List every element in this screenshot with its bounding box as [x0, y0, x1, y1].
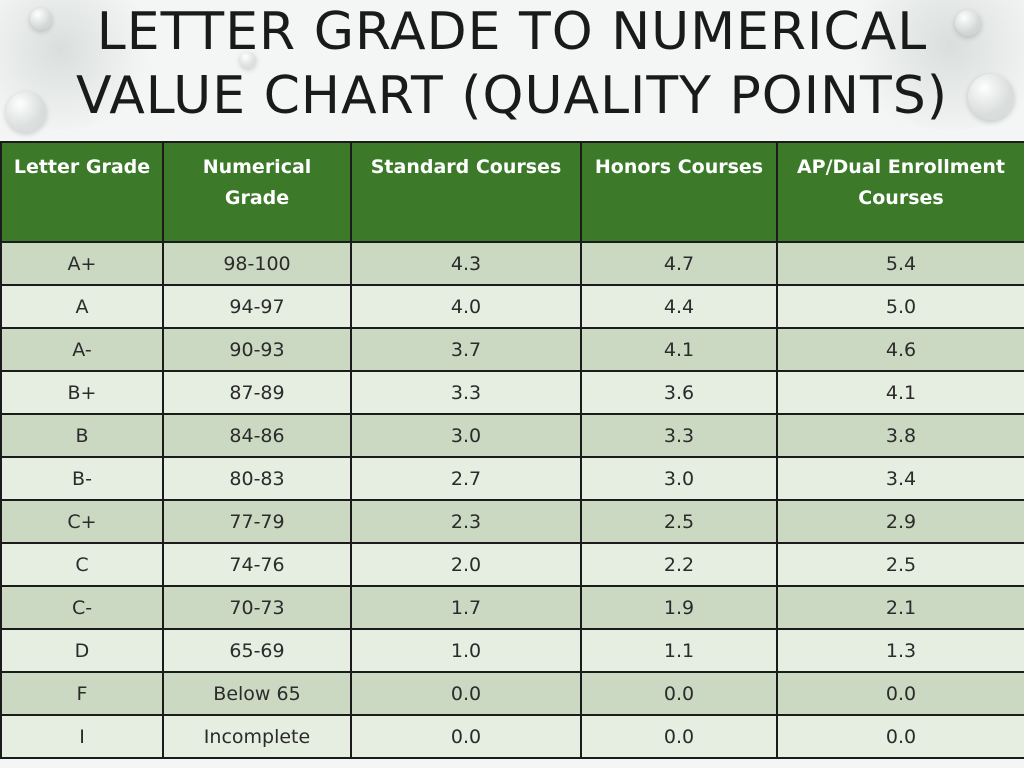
honors-courses-cell: 0.0	[580, 671, 778, 716]
header-letter-grade: Letter Grade	[0, 141, 164, 243]
ap-dual-enrollment-cell: 2.1	[776, 585, 1024, 630]
table-row: A- 90-93 3.7 4.1 4.6	[0, 327, 1024, 372]
numerical-grade-cell: Below 65	[162, 671, 352, 716]
honors-courses-cell: 2.5	[580, 499, 778, 544]
ap-dual-enrollment-cell: 0.0	[776, 714, 1024, 759]
standard-courses-cell: 3.0	[350, 413, 582, 458]
letter-grade-cell: A+	[0, 241, 164, 286]
table-row: F Below 65 0.0 0.0 0.0	[0, 671, 1024, 716]
water-droplet	[968, 74, 1014, 120]
standard-courses-cell: 2.7	[350, 456, 582, 501]
letter-grade-cell: C+	[0, 499, 164, 544]
honors-courses-cell: 0.0	[580, 714, 778, 759]
honors-courses-cell: 3.3	[580, 413, 778, 458]
title-line-2: VALUE CHART (QUALITY POINTS)	[75, 66, 949, 126]
table-row: C+ 77-79 2.3 2.5 2.9	[0, 499, 1024, 544]
ap-dual-enrollment-cell: 4.6	[776, 327, 1024, 372]
standard-courses-cell: 3.3	[350, 370, 582, 415]
slide-title: LETTER GRADE TO NUMERICAL VALUE CHART (Q…	[0, 0, 1024, 140]
letter-grade-cell: C-	[0, 585, 164, 630]
letter-grade-cell: D	[0, 628, 164, 673]
letter-grade-cell: I	[0, 714, 164, 759]
water-droplet	[240, 52, 256, 68]
numerical-grade-cell: 80-83	[162, 456, 352, 501]
honors-courses-cell: 4.4	[580, 284, 778, 329]
ap-dual-enrollment-cell: 5.4	[776, 241, 1024, 286]
ap-dual-enrollment-cell: 4.1	[776, 370, 1024, 415]
numerical-grade-cell: 87-89	[162, 370, 352, 415]
standard-courses-cell: 4.3	[350, 241, 582, 286]
honors-courses-cell: 3.6	[580, 370, 778, 415]
standard-courses-cell: 1.7	[350, 585, 582, 630]
letter-grade-cell: A	[0, 284, 164, 329]
table-row: C 74-76 2.0 2.2 2.5	[0, 542, 1024, 587]
table-header-row: Letter Grade Numerical Grade Standard Co…	[0, 141, 1024, 243]
honors-courses-cell: 1.9	[580, 585, 778, 630]
numerical-grade-cell: Incomplete	[162, 714, 352, 759]
table-row: D 65-69 1.0 1.1 1.3	[0, 628, 1024, 673]
ap-dual-enrollment-cell: 5.0	[776, 284, 1024, 329]
honors-courses-cell: 4.1	[580, 327, 778, 372]
table-body: A+ 98-100 4.3 4.7 5.4 A 94-97 4.0 4.4 5.0 A- 90-93 3…	[0, 241, 1024, 759]
water-droplet	[6, 92, 46, 132]
ap-dual-enrollment-cell: 3.4	[776, 456, 1024, 501]
honors-courses-cell: 4.7	[580, 241, 778, 286]
header-numerical-grade: Numerical Grade	[162, 141, 352, 243]
numerical-grade-cell: 70-73	[162, 585, 352, 630]
honors-courses-cell: 3.0	[580, 456, 778, 501]
letter-grade-cell: B+	[0, 370, 164, 415]
standard-courses-cell: 1.0	[350, 628, 582, 673]
numerical-grade-cell: 94-97	[162, 284, 352, 329]
table-row: C- 70-73 1.7 1.9 2.1	[0, 585, 1024, 630]
table-row: B+ 87-89 3.3 3.6 4.1	[0, 370, 1024, 415]
table-row: B- 80-83 2.7 3.0 3.4	[0, 456, 1024, 501]
standard-courses-cell: 0.0	[350, 714, 582, 759]
letter-grade-cell: B-	[0, 456, 164, 501]
ap-dual-enrollment-cell: 3.8	[776, 413, 1024, 458]
honors-courses-cell: 1.1	[580, 628, 778, 673]
standard-courses-cell: 3.7	[350, 327, 582, 372]
table-row: I Incomplete 0.0 0.0 0.0	[0, 714, 1024, 759]
numerical-grade-cell: 98-100	[162, 241, 352, 286]
ap-dual-enrollment-cell: 2.5	[776, 542, 1024, 587]
letter-grade-cell: F	[0, 671, 164, 716]
letter-grade-cell: A-	[0, 327, 164, 372]
header-ap-dual-enrollment: AP/Dual Enrollment Courses	[776, 141, 1024, 243]
header-honors-courses: Honors Courses	[580, 141, 778, 243]
numerical-grade-cell: 84-86	[162, 413, 352, 458]
ap-dual-enrollment-cell: 0.0	[776, 671, 1024, 716]
table-row: A+ 98-100 4.3 4.7 5.4	[0, 241, 1024, 286]
water-droplet	[955, 10, 981, 36]
honors-courses-cell: 2.2	[580, 542, 778, 587]
standard-courses-cell: 2.3	[350, 499, 582, 544]
standard-courses-cell: 2.0	[350, 542, 582, 587]
numerical-grade-cell: 77-79	[162, 499, 352, 544]
water-droplet	[30, 8, 52, 30]
letter-grade-cell: C	[0, 542, 164, 587]
table-row: B 84-86 3.0 3.3 3.8	[0, 413, 1024, 458]
standard-courses-cell: 4.0	[350, 284, 582, 329]
grade-table: Letter Grade Numerical Grade Standard Co…	[0, 141, 1024, 759]
numerical-grade-cell: 74-76	[162, 542, 352, 587]
ap-dual-enrollment-cell: 1.3	[776, 628, 1024, 673]
header-standard-courses: Standard Courses	[350, 141, 582, 243]
standard-courses-cell: 0.0	[350, 671, 582, 716]
table-row: A 94-97 4.0 4.4 5.0	[0, 284, 1024, 329]
numerical-grade-cell: 65-69	[162, 628, 352, 673]
ap-dual-enrollment-cell: 2.9	[776, 499, 1024, 544]
letter-grade-cell: B	[0, 413, 164, 458]
title-line-1: LETTER GRADE TO NUMERICAL	[96, 2, 928, 62]
numerical-grade-cell: 90-93	[162, 327, 352, 372]
